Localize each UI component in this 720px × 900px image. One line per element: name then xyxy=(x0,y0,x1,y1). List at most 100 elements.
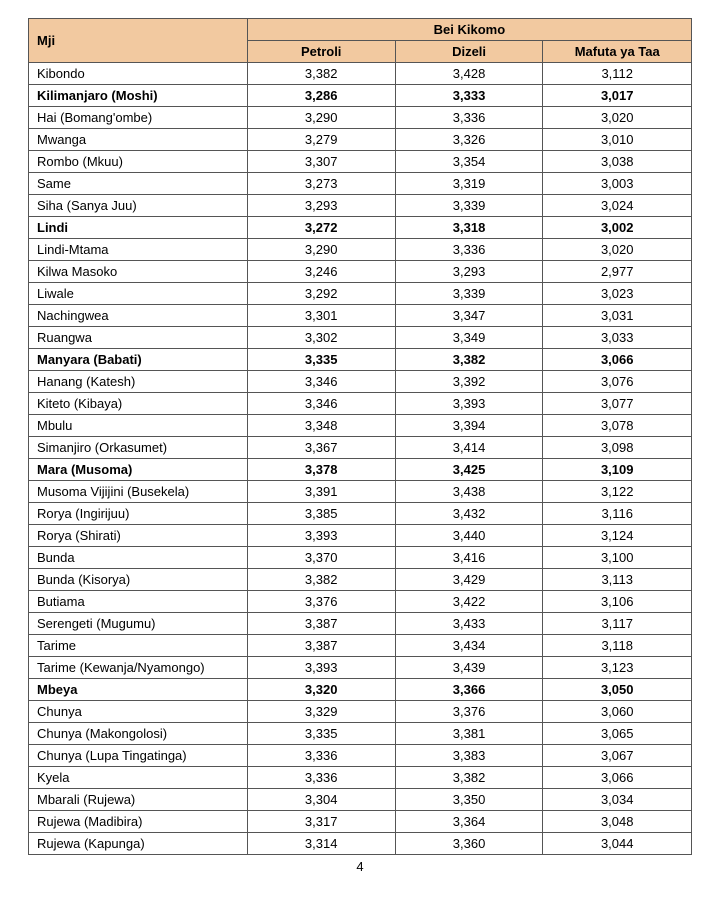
table-row: Chunya3,3293,3763,060 xyxy=(29,701,692,723)
diesel-cell: 3,393 xyxy=(395,393,543,415)
kerosene-cell: 3,109 xyxy=(543,459,692,481)
petrol-cell: 3,329 xyxy=(247,701,395,723)
kerosene-cell: 3,098 xyxy=(543,437,692,459)
table-row: Manyara (Babati)3,3353,3823,066 xyxy=(29,349,692,371)
diesel-cell: 3,433 xyxy=(395,613,543,635)
diesel-cell: 3,381 xyxy=(395,723,543,745)
city-cell: Chunya (Makongolosi) xyxy=(29,723,248,745)
diesel-cell: 3,425 xyxy=(395,459,543,481)
kerosene-cell: 3,122 xyxy=(543,481,692,503)
city-cell: Mbarali (Rujewa) xyxy=(29,789,248,811)
table-row: Mbulu3,3483,3943,078 xyxy=(29,415,692,437)
city-cell: Rorya (Shirati) xyxy=(29,525,248,547)
kerosene-cell: 3,118 xyxy=(543,635,692,657)
kerosene-cell: 3,017 xyxy=(543,85,692,107)
diesel-cell: 3,432 xyxy=(395,503,543,525)
city-cell: Ruangwa xyxy=(29,327,248,349)
diesel-cell: 3,354 xyxy=(395,151,543,173)
city-cell: Manyara (Babati) xyxy=(29,349,248,371)
table-row: Lindi3,2723,3183,002 xyxy=(29,217,692,239)
petrol-cell: 3,393 xyxy=(247,657,395,679)
page-number: 4 xyxy=(28,859,692,874)
diesel-cell: 3,293 xyxy=(395,261,543,283)
petrol-cell: 3,382 xyxy=(247,569,395,591)
diesel-cell: 3,336 xyxy=(395,239,543,261)
city-cell: Liwale xyxy=(29,283,248,305)
table-row: Tarime3,3873,4343,118 xyxy=(29,635,692,657)
diesel-cell: 3,360 xyxy=(395,833,543,855)
petrol-cell: 3,246 xyxy=(247,261,395,283)
kerosene-cell: 3,065 xyxy=(543,723,692,745)
petrol-cell: 3,391 xyxy=(247,481,395,503)
diesel-cell: 3,364 xyxy=(395,811,543,833)
diesel-cell: 3,414 xyxy=(395,437,543,459)
table-row: Kilwa Masoko3,2463,2932,977 xyxy=(29,261,692,283)
diesel-cell: 3,347 xyxy=(395,305,543,327)
kerosene-cell: 3,034 xyxy=(543,789,692,811)
kerosene-cell: 3,048 xyxy=(543,811,692,833)
kerosene-cell: 3,050 xyxy=(543,679,692,701)
kerosene-cell: 3,060 xyxy=(543,701,692,723)
city-cell: Musoma Vijijini (Busekela) xyxy=(29,481,248,503)
petrol-cell: 3,346 xyxy=(247,371,395,393)
city-cell: Rujewa (Madibira) xyxy=(29,811,248,833)
petrol-cell: 3,279 xyxy=(247,129,395,151)
petrol-cell: 3,370 xyxy=(247,547,395,569)
city-cell: Mwanga xyxy=(29,129,248,151)
table-row: Chunya (Makongolosi)3,3353,3813,065 xyxy=(29,723,692,745)
kerosene-cell: 3,038 xyxy=(543,151,692,173)
table-row: Kyela3,3363,3823,066 xyxy=(29,767,692,789)
petrol-cell: 3,304 xyxy=(247,789,395,811)
table-row: Bunda (Kisorya)3,3823,4293,113 xyxy=(29,569,692,591)
city-cell: Mara (Musoma) xyxy=(29,459,248,481)
diesel-cell: 3,416 xyxy=(395,547,543,569)
kerosene-cell: 3,003 xyxy=(543,173,692,195)
diesel-cell: 3,350 xyxy=(395,789,543,811)
kerosene-cell: 3,020 xyxy=(543,107,692,129)
petrol-cell: 3,393 xyxy=(247,525,395,547)
table-row: Rombo (Mkuu)3,3073,3543,038 xyxy=(29,151,692,173)
petrol-cell: 3,378 xyxy=(247,459,395,481)
diesel-cell: 3,326 xyxy=(395,129,543,151)
city-cell: Kilwa Masoko xyxy=(29,261,248,283)
petrol-cell: 3,302 xyxy=(247,327,395,349)
table-row: Tarime (Kewanja/Nyamongo)3,3933,4393,123 xyxy=(29,657,692,679)
table-row: Rujewa (Madibira)3,3173,3643,048 xyxy=(29,811,692,833)
table-row: Lindi-Mtama3,2903,3363,020 xyxy=(29,239,692,261)
petrol-cell: 3,273 xyxy=(247,173,395,195)
diesel-cell: 3,339 xyxy=(395,283,543,305)
kerosene-cell: 3,031 xyxy=(543,305,692,327)
city-cell: Kibondo xyxy=(29,63,248,85)
table-row: Same3,2733,3193,003 xyxy=(29,173,692,195)
petrol-cell: 3,320 xyxy=(247,679,395,701)
city-cell: Rujewa (Kapunga) xyxy=(29,833,248,855)
diesel-cell: 3,422 xyxy=(395,591,543,613)
petrol-cell: 3,335 xyxy=(247,723,395,745)
city-cell: Simanjiro (Orkasumet) xyxy=(29,437,248,459)
petrol-cell: 3,387 xyxy=(247,613,395,635)
diesel-cell: 3,382 xyxy=(395,349,543,371)
petrol-cell: 3,290 xyxy=(247,239,395,261)
city-cell: Rorya (Ingirijuu) xyxy=(29,503,248,525)
table-row: Hanang (Katesh)3,3463,3923,076 xyxy=(29,371,692,393)
kerosene-cell: 3,066 xyxy=(543,349,692,371)
diesel-cell: 3,434 xyxy=(395,635,543,657)
petrol-cell: 3,346 xyxy=(247,393,395,415)
kerosene-cell: 3,002 xyxy=(543,217,692,239)
diesel-cell: 3,336 xyxy=(395,107,543,129)
diesel-cell: 3,428 xyxy=(395,63,543,85)
table-row: Rorya (Ingirijuu)3,3853,4323,116 xyxy=(29,503,692,525)
table-row: Simanjiro (Orkasumet)3,3673,4143,098 xyxy=(29,437,692,459)
table-row: Kibondo3,3823,4283,112 xyxy=(29,63,692,85)
table-row: Mbeya3,3203,3663,050 xyxy=(29,679,692,701)
table-row: Kilimanjaro (Moshi)3,2863,3333,017 xyxy=(29,85,692,107)
petrol-cell: 3,317 xyxy=(247,811,395,833)
table-row: Kiteto (Kibaya)3,3463,3933,077 xyxy=(29,393,692,415)
kerosene-cell: 3,020 xyxy=(543,239,692,261)
city-cell: Siha (Sanya Juu) xyxy=(29,195,248,217)
document-page: Mji Bei Kikomo Petroli Dizeli Mafuta ya … xyxy=(0,0,720,900)
table-row: Bunda3,3703,4163,100 xyxy=(29,547,692,569)
table-row: Mbarali (Rujewa)3,3043,3503,034 xyxy=(29,789,692,811)
diesel-cell: 3,394 xyxy=(395,415,543,437)
diesel-cell: 3,383 xyxy=(395,745,543,767)
